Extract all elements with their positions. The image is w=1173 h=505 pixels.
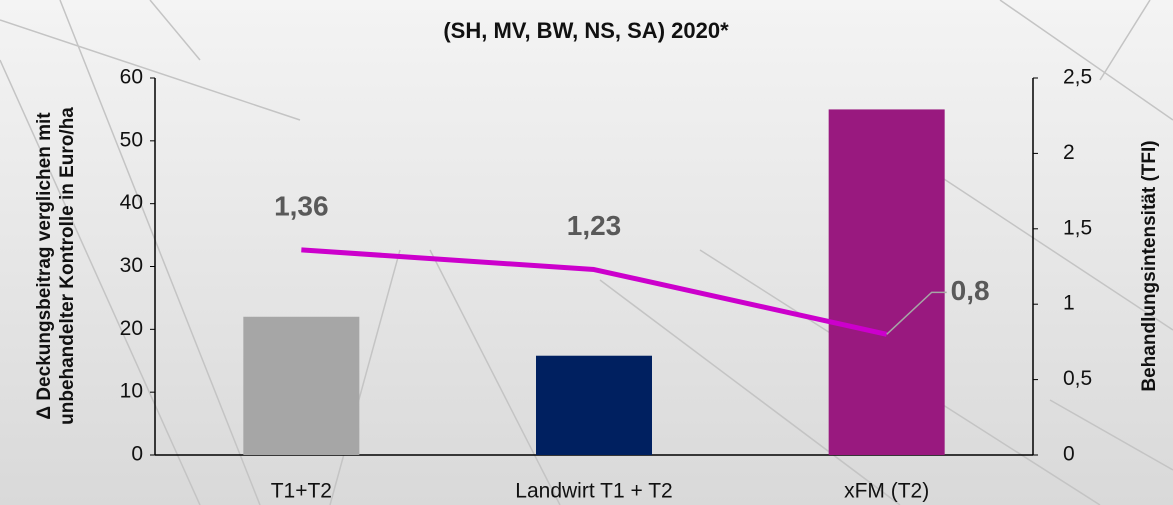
y2-tick-label: 1,5 bbox=[1063, 216, 1092, 239]
line bbox=[301, 247, 888, 337]
y-tick-label: 10 bbox=[120, 380, 143, 403]
x-tick-label: Landwirt T1 + T2 bbox=[515, 480, 672, 503]
y-axis-label: Δ Deckungsbeitrag verglichen mit bbox=[34, 112, 55, 420]
bar bbox=[536, 355, 652, 455]
y-tick-label: 50 bbox=[120, 128, 143, 151]
y-tick-label: 40 bbox=[120, 191, 143, 214]
bar bbox=[828, 109, 945, 456]
y2-tick-label: 0,5 bbox=[1063, 367, 1092, 390]
y-tick-label: 60 bbox=[120, 66, 143, 89]
y2-tick-label: 2,5 bbox=[1063, 66, 1092, 89]
bar bbox=[243, 316, 360, 455]
value-label: 0,8 bbox=[951, 275, 990, 306]
chart-title: (SH, MV, BW, NS, SA) 2020* bbox=[443, 18, 729, 43]
x-tick-label: xFM (T2) bbox=[844, 480, 929, 503]
value-label: 1,36 bbox=[274, 190, 329, 221]
y-tick-label: 0 bbox=[131, 443, 143, 466]
y-tick-label: 20 bbox=[120, 317, 143, 340]
value-label: 1,23 bbox=[567, 210, 622, 241]
y2-axis-label: Behandlungsintensität (TFI) bbox=[1139, 140, 1160, 391]
y2-tick-label: 1 bbox=[1063, 292, 1075, 315]
y2-tick-label: 2 bbox=[1063, 141, 1075, 164]
x-tick-label: T1+T2 bbox=[271, 480, 332, 503]
leader-line bbox=[886, 291, 947, 335]
y-axis-label: unbehandelter Kontrolle in Euro/ha bbox=[57, 107, 78, 425]
y2-tick-label: 0 bbox=[1063, 443, 1075, 466]
y-tick-label: 30 bbox=[120, 254, 143, 277]
